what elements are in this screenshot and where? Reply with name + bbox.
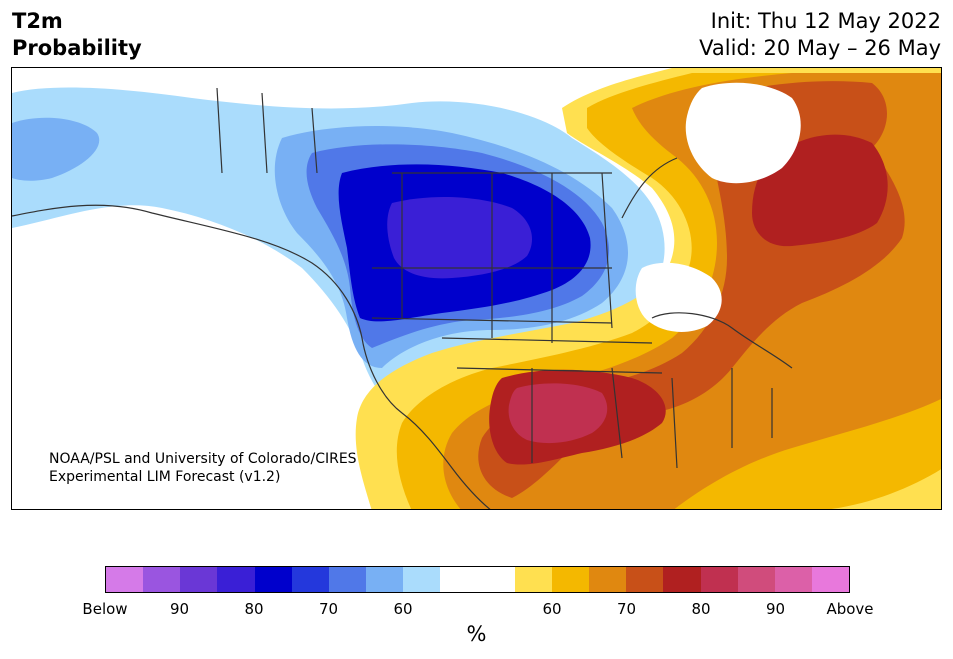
colorbar-cell (626, 567, 664, 592)
colorbar-tick-label: Above (826, 600, 874, 618)
colorbar-cell (180, 567, 218, 592)
credit-line-2: Experimental LIM Forecast (v1.2) (49, 469, 281, 485)
colorbar-cell (514, 567, 552, 592)
colorbar-tick-label: 60 (542, 600, 562, 618)
colorbar-tick-label: 90 (169, 600, 190, 618)
political-borders (12, 87, 793, 509)
colorbar-cell (328, 567, 367, 592)
colorbar-tick-label: 70 (616, 600, 637, 618)
region-indigo (387, 196, 532, 279)
colorbar-cell (700, 567, 738, 592)
probability-map (11, 67, 942, 510)
init-date: Init: Thu 12 May 2022 (710, 9, 941, 33)
colorbar-cell (217, 567, 255, 592)
colorbar-unit: % (466, 622, 487, 646)
colorbar-cell (366, 567, 404, 592)
colorbar-cell (663, 567, 701, 592)
region-mid-blue (12, 117, 100, 181)
colorbar-tick-label: 60 (393, 600, 413, 618)
map-title: T2m Probability (12, 8, 142, 62)
colorbar-cell (254, 567, 292, 592)
title-kind: Probability (12, 36, 142, 60)
colorbar-cell (291, 567, 329, 592)
credit-text: NOAA/PSL and University of Colorado/CIRE… (49, 450, 357, 486)
region-crimson (508, 383, 608, 444)
colorbar-cell (774, 567, 812, 592)
colorbar-cell (551, 567, 590, 592)
title-variable: T2m (12, 9, 63, 33)
colorbar-cell (143, 567, 181, 592)
colorbar-tick-label: 90 (765, 600, 786, 618)
colorbar-cell (440, 567, 478, 592)
colorbar-ticks: Below 90 80 70 60 60 70 80 90 Above (0, 600, 953, 620)
colorbar-cell (106, 567, 144, 592)
hudson-bay (685, 82, 801, 184)
map-svg (12, 68, 941, 509)
colorbar-cell (403, 567, 441, 592)
colorbar (105, 566, 850, 593)
colorbar-tick-label: 80 (244, 600, 264, 618)
colorbar-cell (477, 567, 515, 592)
colorbar-cell (589, 567, 627, 592)
colorbar-tick-label: 80 (691, 600, 711, 618)
valid-range: Valid: 20 May – 26 May (699, 36, 941, 60)
colorbar-tick-label: Below (82, 600, 128, 618)
colorbar-cell (737, 567, 775, 592)
date-info: Init: Thu 12 May 2022 Valid: 20 May – 26… (699, 8, 941, 62)
colorbar-tick-label: 70 (318, 600, 339, 618)
credit-line-1: NOAA/PSL and University of Colorado/CIRE… (49, 451, 357, 467)
colorbar-cell (811, 567, 850, 592)
